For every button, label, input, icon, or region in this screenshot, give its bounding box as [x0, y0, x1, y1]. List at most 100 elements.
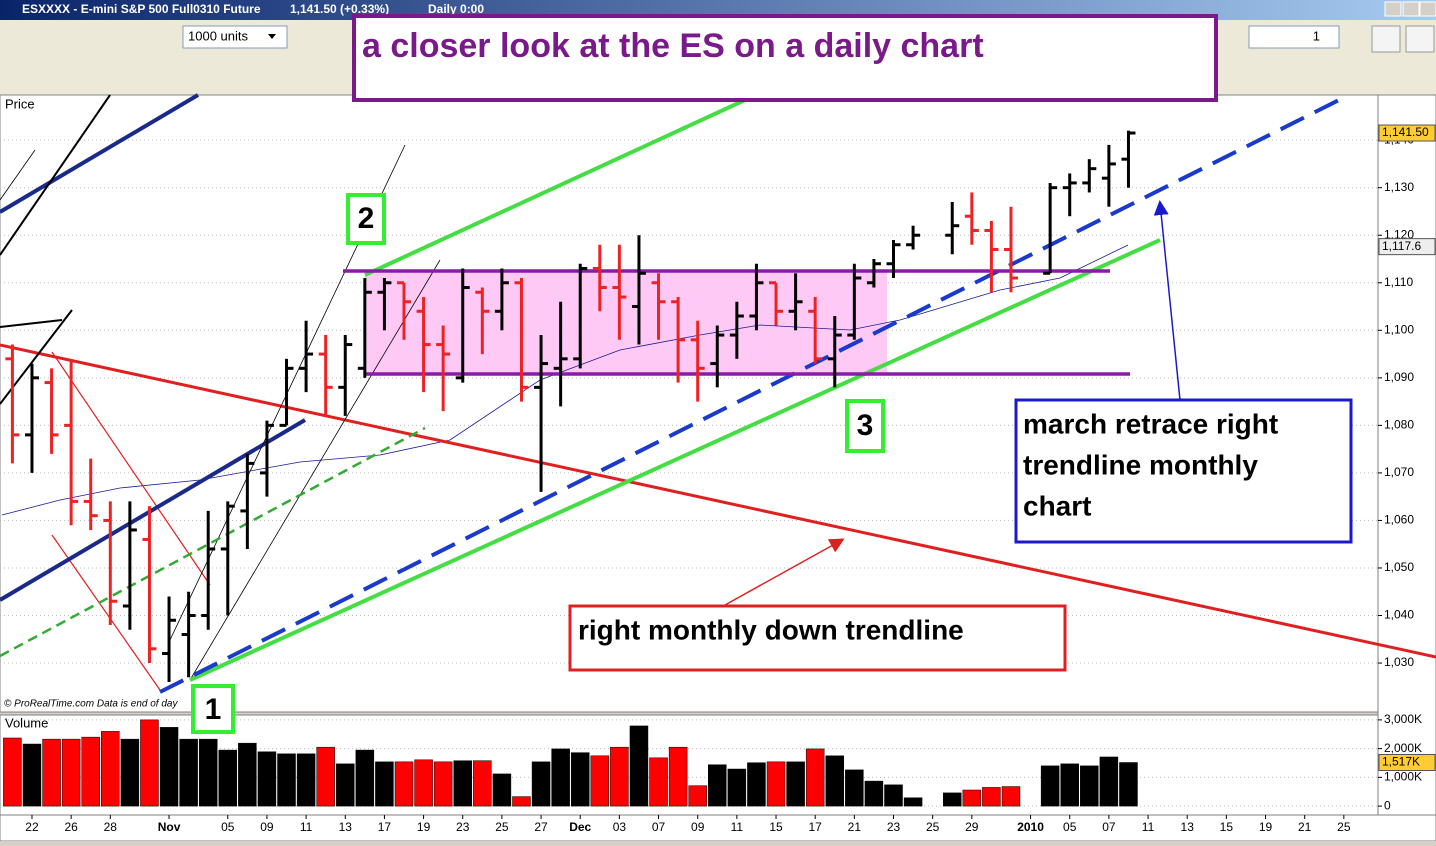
- close-button[interactable]: [1419, 1, 1436, 17]
- volume-bar: [492, 773, 512, 807]
- x-tick-label: 21: [1298, 820, 1312, 834]
- watermark: © ProRealTime.com Data is end of day: [4, 699, 178, 710]
- tool-button[interactable]: [1405, 25, 1435, 53]
- x-tick-label: 19: [417, 820, 431, 834]
- volume-bar: [610, 746, 629, 807]
- dropdown-arrow: [268, 34, 276, 39]
- point-box: [191, 684, 235, 734]
- value-tag-label: 1,141.50: [1382, 125, 1429, 139]
- point-box: [845, 399, 885, 453]
- minimize-button[interactable]: [1384, 1, 1402, 17]
- value-tag: [1378, 754, 1436, 771]
- count-text: 1: [1313, 28, 1320, 43]
- x-tick-label: 07: [1102, 820, 1116, 834]
- black-line: [0, 319, 63, 328]
- point-label: 1: [205, 693, 222, 726]
- units-dropdown[interactable]: [182, 25, 288, 49]
- arrow: [724, 538, 845, 606]
- x-tick-label: 25: [1337, 820, 1351, 834]
- y-tick-label: 1,070: [1384, 465, 1414, 479]
- headline-box: [352, 14, 1218, 102]
- volume-bar: [903, 797, 923, 807]
- x-tick-label: 22: [25, 820, 39, 834]
- navy-line: [0, 93, 200, 214]
- x-tick-label: 23: [887, 820, 901, 834]
- volume-bar: [708, 764, 727, 807]
- volume-bar: [61, 738, 81, 807]
- y-tick-label: 1,120: [1384, 227, 1414, 241]
- y-tick-label: 1,090: [1384, 370, 1414, 384]
- x-tick-label: 15: [769, 820, 783, 834]
- volume-bar: [1099, 756, 1119, 807]
- y-tick-label: 1,100: [1384, 322, 1414, 336]
- volume-bar: [159, 727, 179, 807]
- x-tick-label: 26: [64, 820, 78, 834]
- y-tick-label: 1,060: [1384, 513, 1414, 527]
- y-tick-label: 3,000K: [1384, 712, 1422, 726]
- y-tick-label: 2,000K: [1384, 741, 1422, 755]
- volume-bar: [277, 753, 296, 807]
- count-spinner[interactable]: [1248, 25, 1340, 49]
- volume-bar: [238, 742, 257, 807]
- note-line: trendline monthly: [1023, 449, 1258, 480]
- x-tick-label: 11: [1142, 820, 1155, 834]
- volume-bar: [316, 746, 335, 807]
- value-axis: [1377, 94, 1436, 816]
- black-line: [0, 94, 111, 256]
- volume-bar: [453, 760, 472, 807]
- volume-bar: [1040, 765, 1060, 807]
- volume-bar: [688, 785, 707, 807]
- range-box: [365, 271, 887, 374]
- navy-line: [0, 418, 307, 602]
- x-tick-label: 2010: [1017, 820, 1044, 834]
- x-tick-label: 29: [965, 820, 979, 834]
- units-text: 1000 units: [188, 28, 248, 43]
- x-tick-label: 25: [926, 820, 940, 834]
- y-tick-label: 1,040: [1384, 608, 1414, 622]
- volume-bar: [884, 784, 903, 807]
- volume-bar: [3, 737, 22, 807]
- bars: [3, 130, 1138, 807]
- y-tick-label: 0: [1384, 798, 1391, 812]
- volume-bar: [629, 725, 649, 807]
- volume-bar: [120, 738, 140, 807]
- x-tick-label: Dec: [569, 820, 591, 834]
- window-title: ESXXXX - E-mini S&P 500 Full0310 Future: [22, 2, 261, 16]
- volume-bar: [140, 719, 159, 807]
- point-label: 2: [358, 202, 375, 235]
- point-label: 3: [857, 409, 874, 442]
- note-line: chart: [1023, 490, 1091, 521]
- window-period: Daily 0:00: [428, 2, 484, 16]
- note-box: [568, 604, 1067, 672]
- upper-channel: [364, 98, 746, 277]
- y-tick-label: 1,130: [1384, 180, 1414, 194]
- maximize-button[interactable]: [1402, 1, 1420, 17]
- x-tick-label: 28: [104, 820, 118, 834]
- y-tick-label: 1,080: [1384, 418, 1414, 432]
- thin-line: [0, 149, 36, 201]
- volume-bar: [375, 761, 394, 807]
- volume-bar: [786, 761, 805, 807]
- volume-bar: [336, 763, 355, 807]
- x-tick-label: 17: [809, 820, 823, 834]
- x-tick-label: 19: [1259, 820, 1273, 834]
- volume-bar: [473, 760, 492, 807]
- tool-button[interactable]: [1371, 25, 1401, 53]
- volume-bar: [551, 748, 570, 807]
- x-tick-label: 17: [378, 820, 392, 834]
- x-tick-label: Nov: [158, 820, 181, 834]
- volume-bar: [962, 789, 982, 807]
- green-dashed-line: [0, 426, 426, 658]
- x-tick-label: 23: [456, 820, 470, 834]
- volume-bar: [668, 746, 688, 807]
- down-trendline: [0, 343, 1436, 659]
- volume-bar: [590, 755, 610, 807]
- volume-bar: [805, 748, 825, 807]
- x-tick-label: 07: [652, 820, 666, 834]
- volume-bar: [218, 749, 238, 807]
- x-tick-label: 13: [339, 820, 353, 834]
- y-tick-label: 1,000K: [1384, 770, 1422, 784]
- x-tick-label: 21: [848, 820, 862, 834]
- arrow: [1153, 200, 1181, 401]
